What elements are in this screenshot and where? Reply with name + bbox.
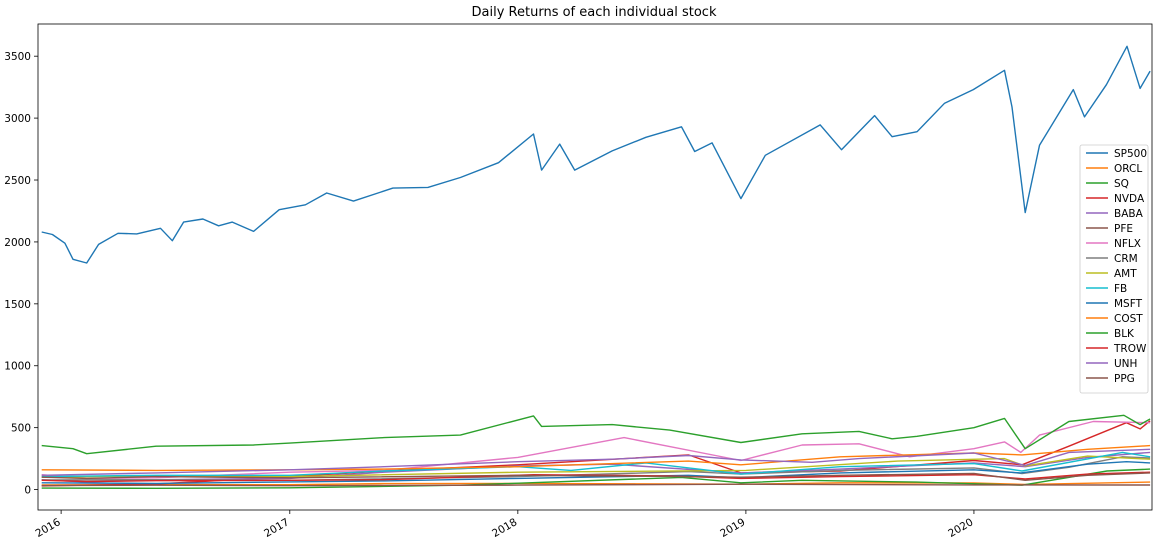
legend: SP500 ORCL SQ NVDA BABA PFE NFLX CRM AMT FB MSFT CO… xyxy=(1079,144,1149,394)
y-tick-label: 3000 xyxy=(4,113,31,125)
x-axis: 2016 2017 2018 2019 2020 xyxy=(33,510,975,540)
legend-label: AMT xyxy=(1114,268,1137,280)
legend-label: CRM xyxy=(1114,253,1138,265)
y-tick-label: 500 xyxy=(11,423,31,435)
y-tick-label: 1000 xyxy=(4,361,31,373)
series-line-unh xyxy=(41,448,1151,476)
y-tick-label: 2500 xyxy=(4,175,31,187)
y-tick-label: 2000 xyxy=(4,237,31,249)
series-line-blk xyxy=(41,414,1151,455)
x-tick-label: 2019 xyxy=(718,516,747,540)
series-line-ppg xyxy=(41,472,1151,481)
series-line-orcl xyxy=(41,481,1151,486)
series-line-sq xyxy=(41,468,1151,489)
legend-label: FB xyxy=(1114,283,1127,295)
x-tick-label: 2020 xyxy=(946,516,975,540)
legend-label: MSFT xyxy=(1114,298,1143,310)
legend-label: UNH xyxy=(1114,358,1137,370)
x-tick-label: 2018 xyxy=(490,516,519,540)
series-layer xyxy=(41,45,1151,489)
y-axis: 0 500 1000 1500 2000 2500 3000 3500 xyxy=(4,51,38,497)
series-line-cost xyxy=(41,444,1151,472)
legend-label: PFE xyxy=(1114,223,1133,235)
legend-label: ORCL xyxy=(1114,163,1142,175)
y-tick-label: 3500 xyxy=(4,51,31,63)
x-tick-label: 2016 xyxy=(33,516,62,540)
legend-label: NVDA xyxy=(1114,193,1145,205)
legend-label: NFLX xyxy=(1114,238,1141,250)
series-line-pfe xyxy=(41,483,1151,487)
series-line-amt xyxy=(41,455,1151,478)
legend-label: COST xyxy=(1114,313,1143,325)
legend-box xyxy=(1079,144,1149,394)
legend-label: BLK xyxy=(1114,328,1135,340)
legend-label: SP500 xyxy=(1114,148,1147,160)
plot-frame xyxy=(37,23,1153,511)
y-tick-label: 1500 xyxy=(4,299,31,311)
y-tick-label: 0 xyxy=(24,485,31,497)
x-tick-label: 2017 xyxy=(262,516,291,540)
legend-label: PPG xyxy=(1114,373,1135,385)
legend-label: BABA xyxy=(1114,208,1144,220)
series-line-nflx xyxy=(41,420,1151,480)
series-line-sp500 xyxy=(41,45,1151,264)
legend-label: TROW xyxy=(1113,343,1147,355)
chart-title: Daily Returns of each individual stock xyxy=(472,5,717,20)
legend-label: SQ xyxy=(1114,178,1129,190)
